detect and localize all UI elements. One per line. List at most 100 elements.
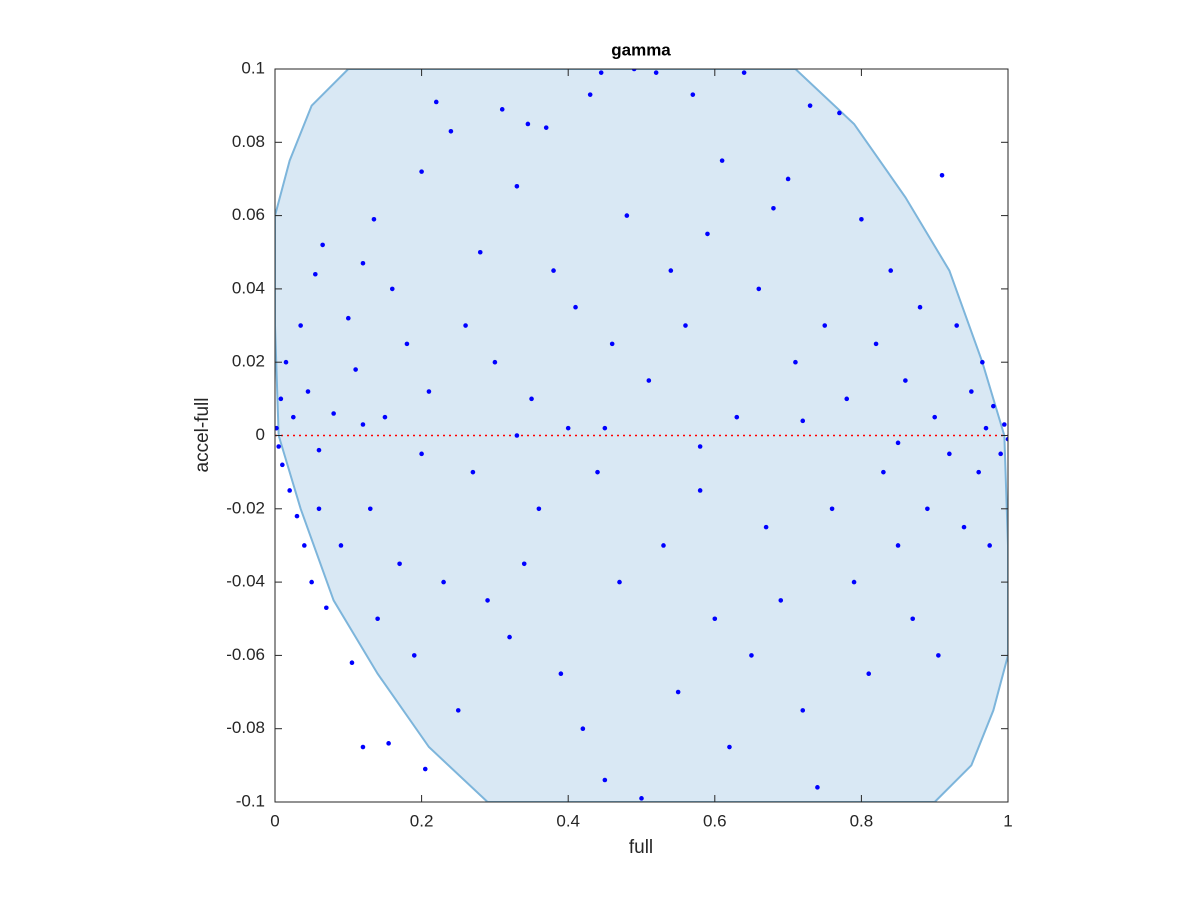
scatter-point: [360, 744, 366, 750]
scatter-point: [573, 304, 578, 310]
x-tick-label: 0.8: [850, 811, 874, 830]
x-tick-label: 1: [1003, 811, 1012, 830]
scatter-point: [305, 389, 311, 394]
scatter-point: [346, 315, 351, 321]
y-tick-label: 0.1: [241, 58, 265, 77]
scatter-point: [521, 561, 527, 567]
scatter-point: [741, 70, 747, 75]
scatter-point: [947, 451, 952, 457]
scatter-point: [360, 422, 366, 427]
scatter-point: [617, 579, 622, 585]
scatter-point: [470, 469, 476, 475]
scatter-point: [529, 396, 534, 402]
scatter-point: [976, 469, 981, 475]
scatter-point: [309, 579, 314, 585]
scatter-point: [785, 176, 791, 182]
scatter-point: [397, 561, 402, 567]
scatter-point: [367, 506, 373, 512]
scatter-point: [800, 708, 806, 713]
scatter-point: [536, 506, 542, 512]
scatter-point: [316, 447, 322, 453]
scatter-point: [895, 440, 901, 446]
y-tick-label: -0.06: [226, 645, 265, 664]
scatter-point: [815, 785, 820, 790]
chart-title: gamma: [611, 40, 671, 59]
scatter-point: [661, 543, 666, 548]
scatter-point: [939, 172, 945, 178]
scatter-point: [936, 653, 941, 658]
scatter-point: [719, 158, 725, 163]
scatter-point: [602, 777, 608, 783]
axes: 0 0.2 0.4 0.6 0.8 1 -0.1 -0.08 -0.06 -0.04 -0.02 0 0…: [226, 58, 1012, 830]
scatter-point: [404, 341, 410, 347]
scatter-point: [485, 598, 490, 603]
scatter-point: [712, 616, 718, 622]
scatter-point: [969, 389, 974, 394]
scatter-point: [598, 70, 604, 75]
y-tick-label: -0.1: [236, 791, 265, 810]
scatter-point: [419, 451, 424, 457]
scatter-point: [558, 671, 564, 677]
scatter-point: [389, 286, 395, 292]
scatter-point: [675, 689, 681, 695]
scatter-point: [881, 469, 886, 475]
scatter-point: [275, 425, 279, 431]
scatter-point: [793, 359, 798, 365]
scatter-point: [302, 543, 307, 548]
scatter-point: [859, 216, 864, 222]
scatter-point: [360, 260, 366, 266]
scatter-point: [653, 70, 659, 75]
y-tick-label: -0.08: [226, 718, 265, 737]
scatter-point: [954, 323, 959, 328]
scatter-point: [749, 653, 754, 658]
scatter-point: [690, 92, 696, 97]
scatter-point: [961, 524, 967, 530]
scatter-point: [580, 726, 586, 731]
scatter-point: [375, 616, 380, 622]
scatter-point: [331, 411, 336, 416]
scatter-point: [917, 304, 923, 310]
scatter-point: [895, 543, 901, 548]
scatter-point: [595, 469, 600, 475]
x-tick-label: 0.6: [703, 811, 727, 830]
scatter-point: [411, 653, 417, 658]
scatter-point: [844, 396, 850, 402]
scatter-point: [829, 506, 835, 512]
scatter-point: [866, 671, 872, 677]
scatter-point: [283, 359, 289, 365]
scatter-point: [507, 634, 512, 640]
scatter-point: [463, 323, 468, 328]
scatter-point: [316, 506, 322, 512]
scatter-point: [807, 103, 813, 108]
scatter-point: [551, 268, 556, 273]
plot-content: [275, 69, 1008, 802]
scatter-point: [492, 359, 498, 365]
scatter-point: [697, 488, 703, 493]
scatter-point: [763, 524, 769, 530]
scatter-point: [276, 444, 281, 449]
scatter-point: [1005, 436, 1008, 442]
scatter-point: [609, 341, 615, 347]
scatter-point: [525, 121, 531, 127]
scatter-point: [683, 323, 688, 328]
scatter-point: [386, 741, 391, 746]
scatter-point: [987, 543, 992, 548]
scatter-point: [278, 396, 284, 402]
scatter-point: [287, 488, 292, 493]
scatter-point: [998, 451, 1003, 457]
scatter-point: [294, 513, 300, 519]
scatter-point: [338, 543, 344, 548]
scatter-point: [320, 242, 325, 248]
x-axis-label: full: [629, 837, 653, 858]
scatter-point: [313, 271, 318, 277]
scatter-point: [668, 268, 674, 273]
scatter-point: [419, 169, 424, 174]
scatter-point: [433, 99, 439, 105]
scatter-point: [697, 444, 703, 449]
scatter-point: [983, 425, 989, 431]
scatter-point: [646, 378, 652, 383]
scatter-point: [298, 323, 303, 328]
scatter-point: [514, 183, 520, 189]
scatter-point: [280, 462, 285, 468]
scatter-point: [1002, 422, 1007, 427]
